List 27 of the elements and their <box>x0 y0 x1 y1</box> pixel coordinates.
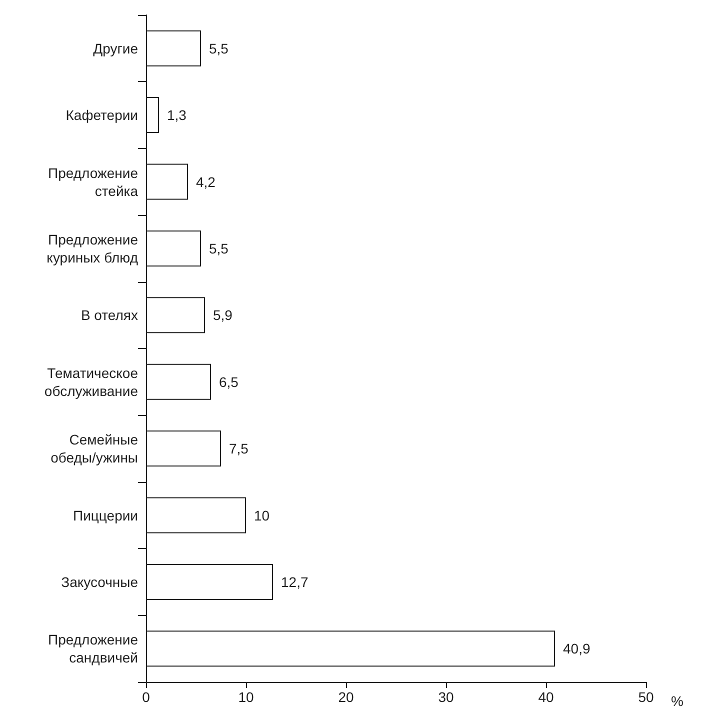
x-tick-label: 10 <box>238 689 254 705</box>
data-label: 6,5 <box>219 374 239 390</box>
data-label: 1,3 <box>167 107 187 124</box>
data-label: 5,5 <box>209 40 229 56</box>
y-tick-label: Пиццерии <box>73 507 138 524</box>
data-label: 12,7 <box>281 574 308 590</box>
x-tick-label: 0 <box>142 689 150 705</box>
x-axis-title: % <box>671 693 684 709</box>
y-tick-label: Другие <box>93 40 138 56</box>
y-tick-label: Предложение куриных блюд <box>46 231 138 266</box>
x-tick-label: 30 <box>438 689 454 705</box>
y-tick-label: Закусочные <box>61 574 138 590</box>
data-label: 10 <box>254 507 270 524</box>
y-tick-label: Семейные обеды/ужины <box>50 432 138 466</box>
y-tick-label: Предложение сандвичей <box>48 632 138 666</box>
data-label: 7,5 <box>229 440 249 457</box>
x-tick-label: 50 <box>638 689 654 705</box>
y-tick-label: В отелях <box>80 307 138 324</box>
data-label: 40,9 <box>563 640 590 657</box>
x-tick-label: 40 <box>538 689 554 705</box>
data-label: 5,9 <box>213 307 233 324</box>
x-tick-label: 20 <box>338 689 354 705</box>
y-tick-label: Предложение стейка <box>48 164 138 199</box>
data-label: 4,2 <box>196 174 216 190</box>
y-tick-label: Кафетерии <box>66 107 138 124</box>
data-label: 5,5 <box>209 240 229 256</box>
y-tick-label: Тематическое обслуживание <box>44 364 138 399</box>
